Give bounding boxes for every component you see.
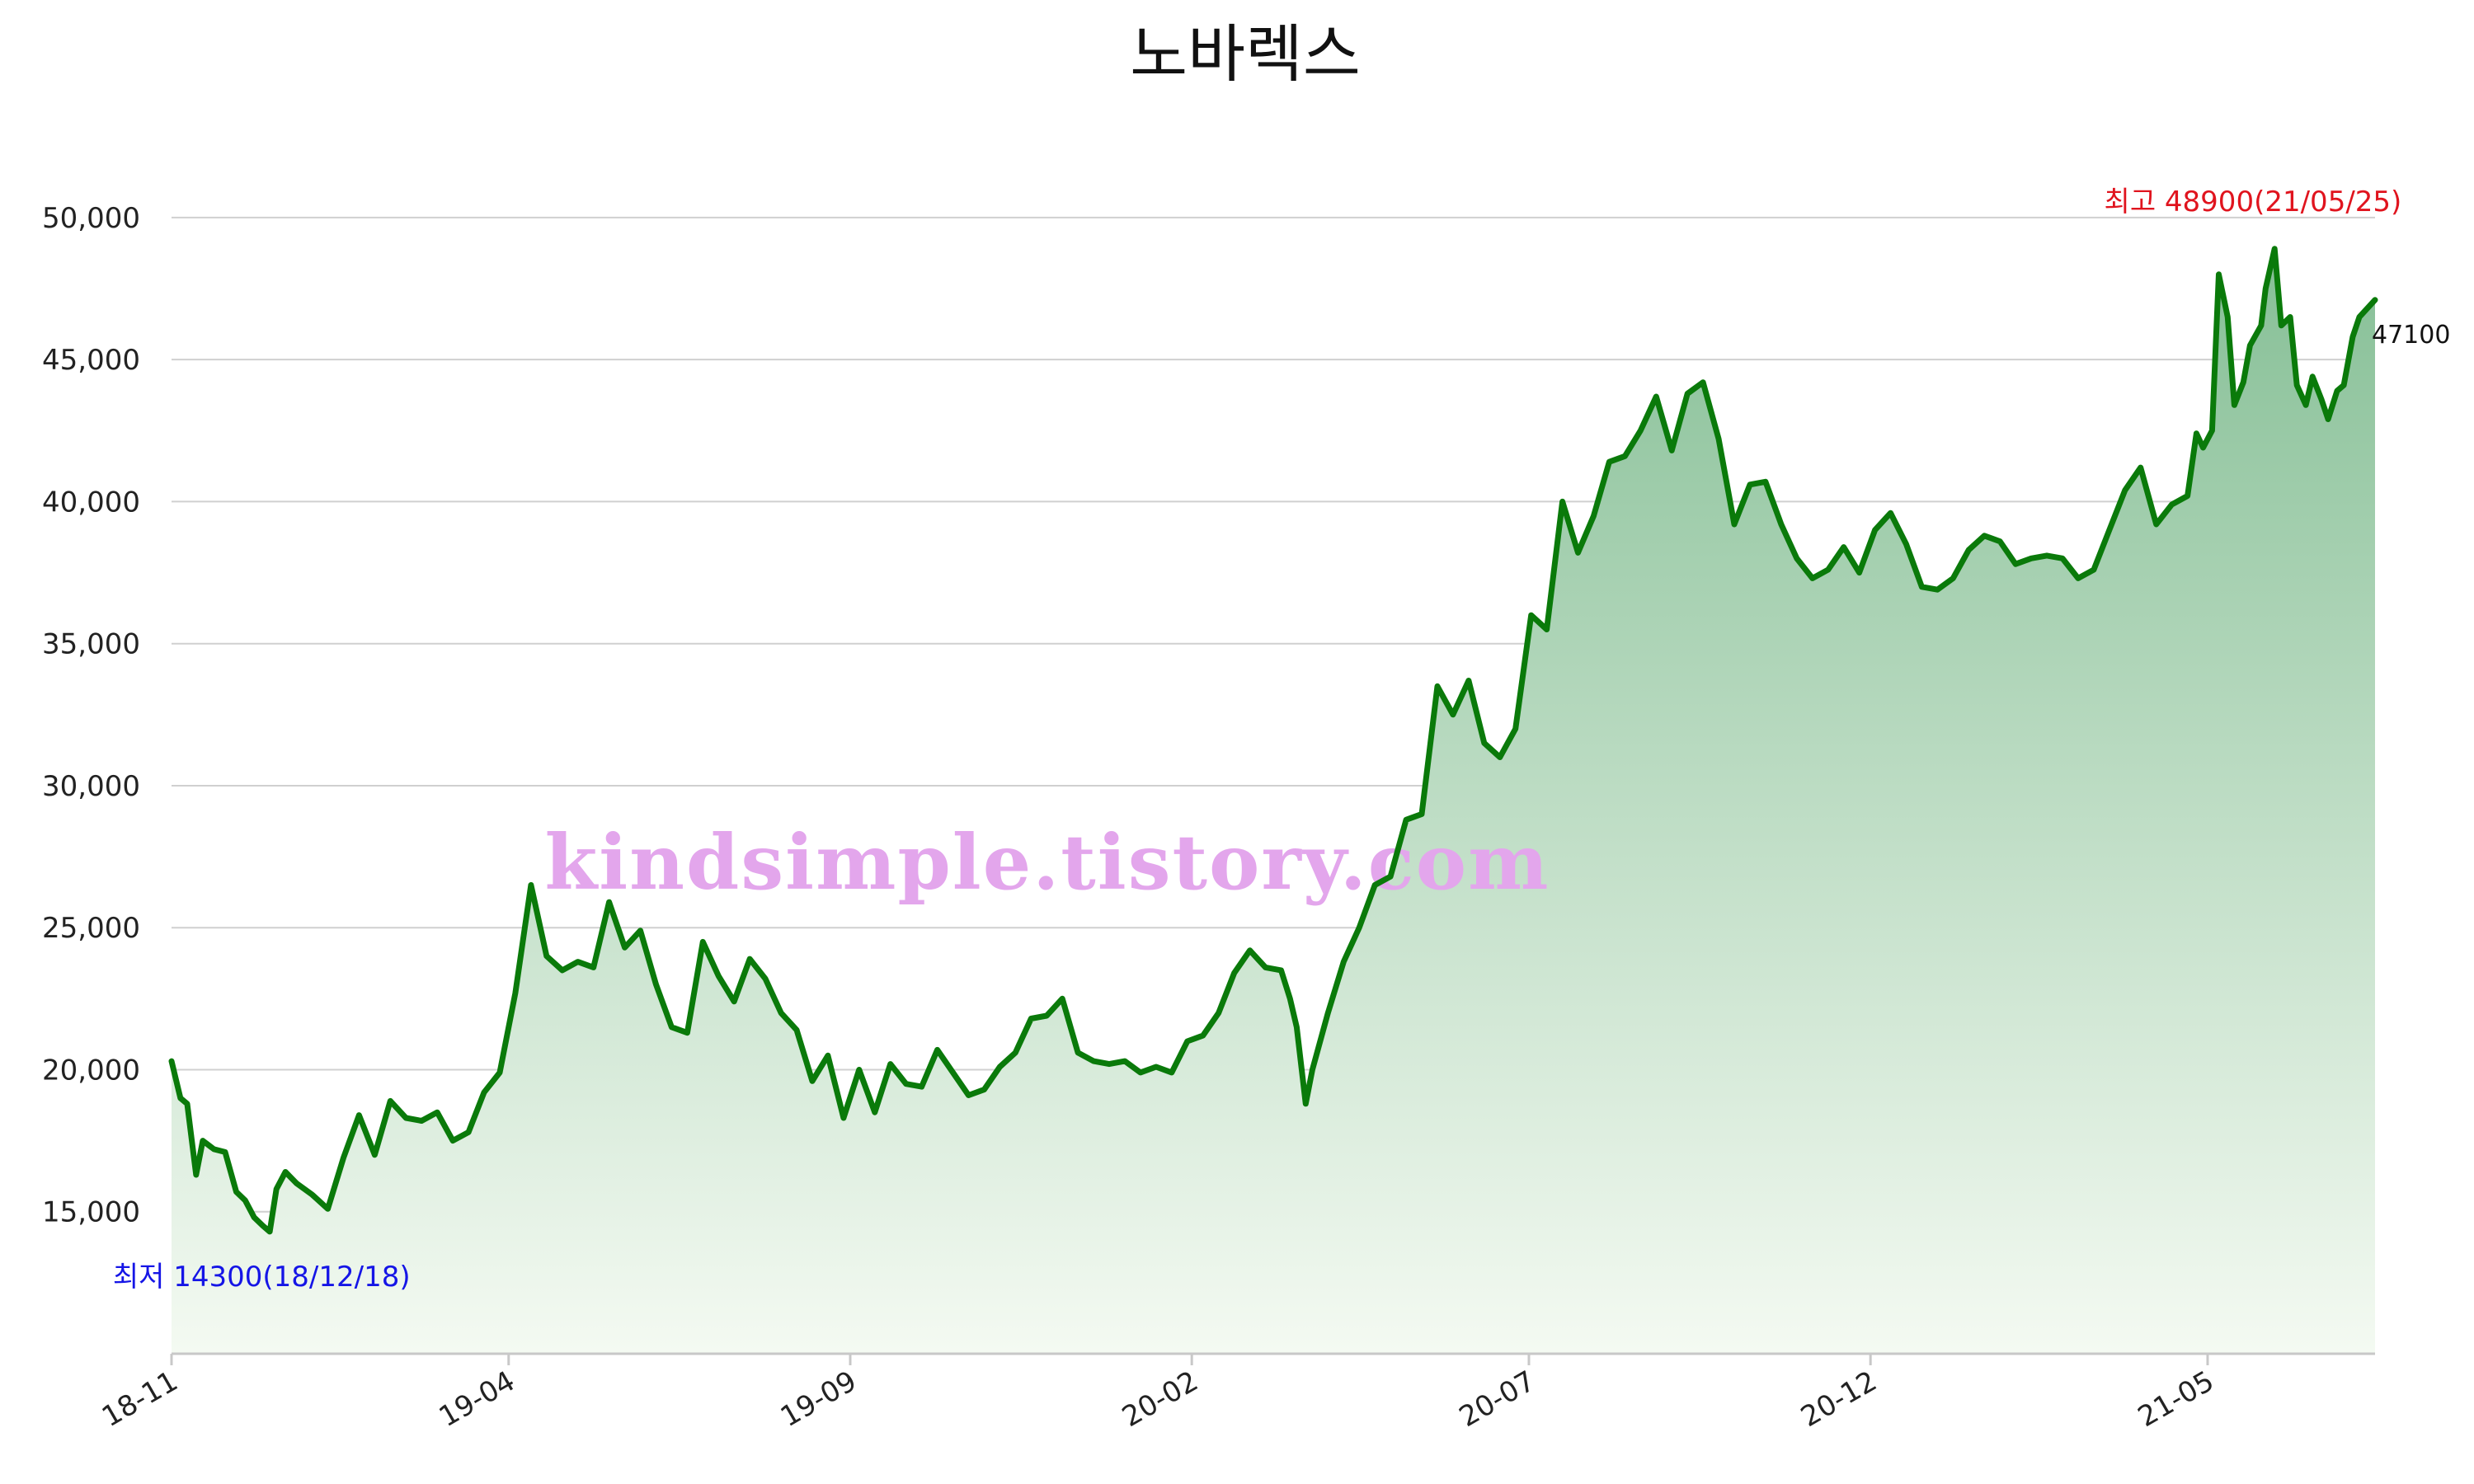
y-tick-label: 25,000 (42, 912, 140, 945)
x-tick-label: 19-09 (775, 1364, 863, 1434)
x-tick-label: 19-04 (434, 1364, 521, 1434)
high-annotation: 최고 48900(21/05/25) (2105, 186, 2402, 218)
y-tick-label: 15,000 (42, 1196, 140, 1229)
price-line (168, 246, 2378, 1235)
price-area-fill (172, 248, 2375, 1354)
x-axis-ticks: 18-11 19-04 19-09 20-02 20-07 20-12 21-05 (96, 1354, 2220, 1434)
y-tick-label: 45,000 (42, 344, 140, 377)
x-tick-label: 20-07 (1454, 1364, 1541, 1434)
y-axis-ticks: 15,000 20,000 25,000 30,000 35,000 40,000 45,0… (42, 202, 140, 1229)
x-tick-label: 18-11 (96, 1364, 184, 1434)
x-tick-label: 20-12 (1795, 1364, 1883, 1434)
y-tick-label: 50,000 (42, 202, 140, 235)
y-tick-label: 30,000 (42, 770, 140, 803)
chart-title: 노바렉스 (1130, 17, 1361, 91)
y-tick-label: 40,000 (42, 486, 140, 519)
y-tick-label: 35,000 (42, 628, 140, 661)
low-annotation: 최저 14300(18/12/18) (113, 1261, 411, 1294)
y-tick-label: 20,000 (42, 1054, 140, 1087)
watermark: kindsimple.tistory.com (544, 818, 1550, 907)
last-value-annotation: 47100 (2372, 321, 2450, 350)
x-tick-label: 20-02 (1117, 1364, 1204, 1434)
x-tick-label: 21-05 (2133, 1364, 2220, 1434)
